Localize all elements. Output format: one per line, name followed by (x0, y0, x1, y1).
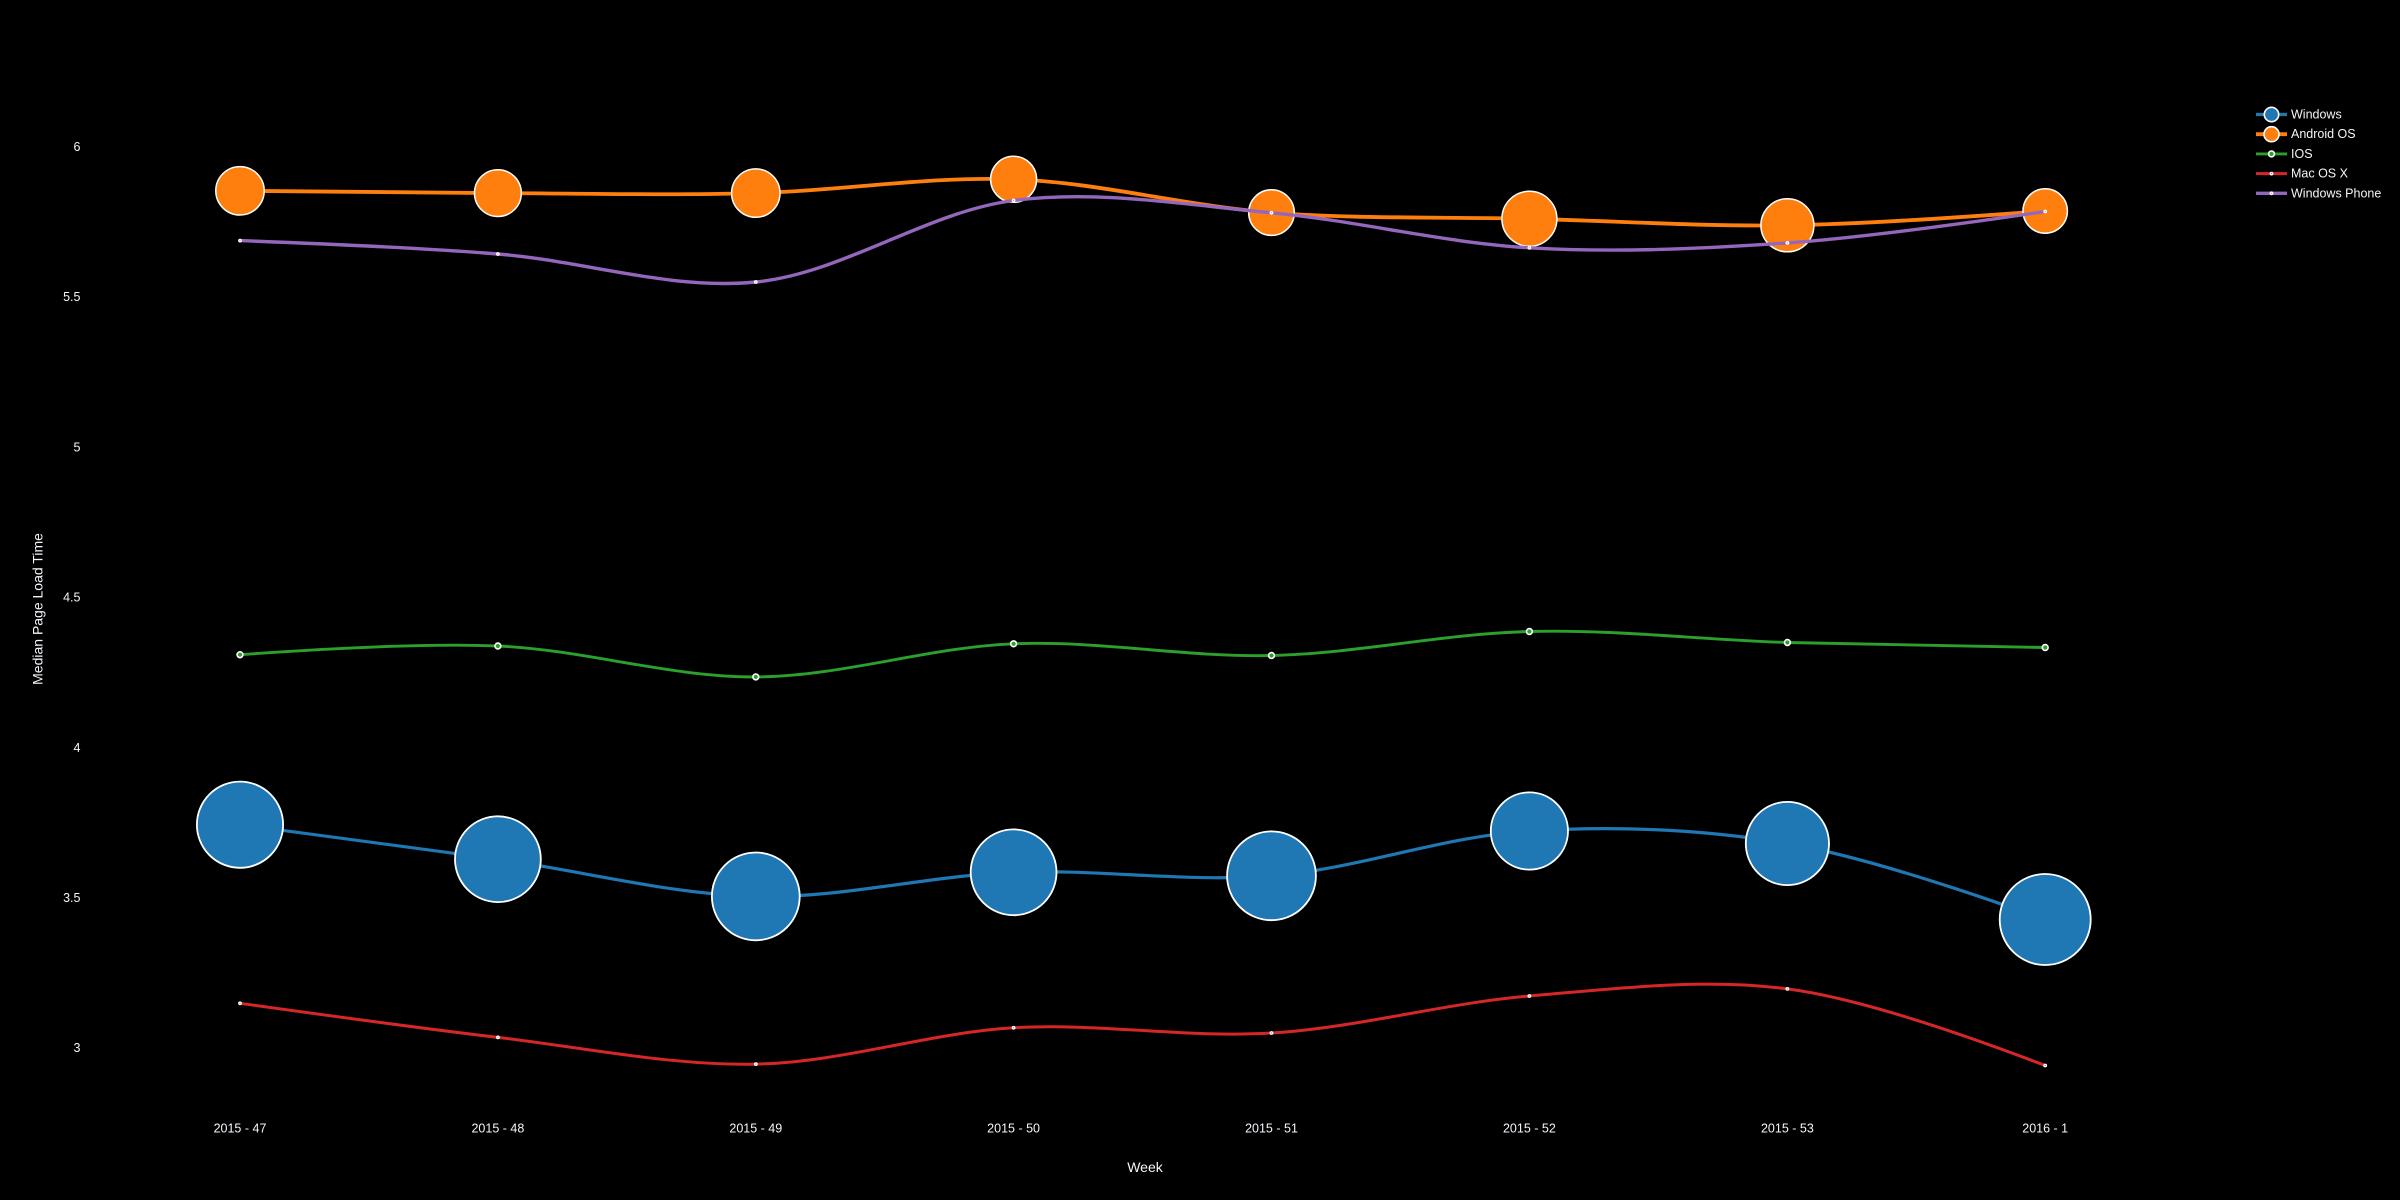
svg-text:Android OS: Android OS (2291, 127, 2356, 141)
svg-text:Windows: Windows (2291, 108, 2342, 122)
svg-text:2015 - 47: 2015 - 47 (214, 1122, 267, 1136)
svg-text:Windows Phone: Windows Phone (2291, 186, 2381, 200)
svg-text:2015 - 51: 2015 - 51 (1245, 1122, 1298, 1136)
svg-text:4.5: 4.5 (63, 591, 80, 605)
svg-text:2015 - 49: 2015 - 49 (729, 1122, 782, 1136)
svg-text:3: 3 (74, 1041, 81, 1055)
svg-text:2015 - 52: 2015 - 52 (1503, 1122, 1556, 1136)
svg-text:2016 - 1: 2016 - 1 (2022, 1122, 2068, 1136)
svg-text:5: 5 (74, 440, 81, 454)
svg-text:3.5: 3.5 (63, 891, 80, 905)
svg-text:2015 - 48: 2015 - 48 (471, 1122, 524, 1136)
svg-text:Week: Week (1127, 1159, 1164, 1175)
svg-text:4: 4 (74, 741, 81, 755)
svg-text:6: 6 (74, 140, 81, 154)
svg-text:2015 - 50: 2015 - 50 (987, 1122, 1040, 1136)
svg-text:Mac OS X: Mac OS X (2291, 167, 2349, 181)
svg-text:Median Page Load Time: Median Page Load Time (29, 533, 45, 685)
svg-text:5.5: 5.5 (63, 290, 80, 304)
svg-text:2015 - 53: 2015 - 53 (1761, 1122, 1814, 1136)
svg-text:IOS: IOS (2291, 147, 2313, 161)
